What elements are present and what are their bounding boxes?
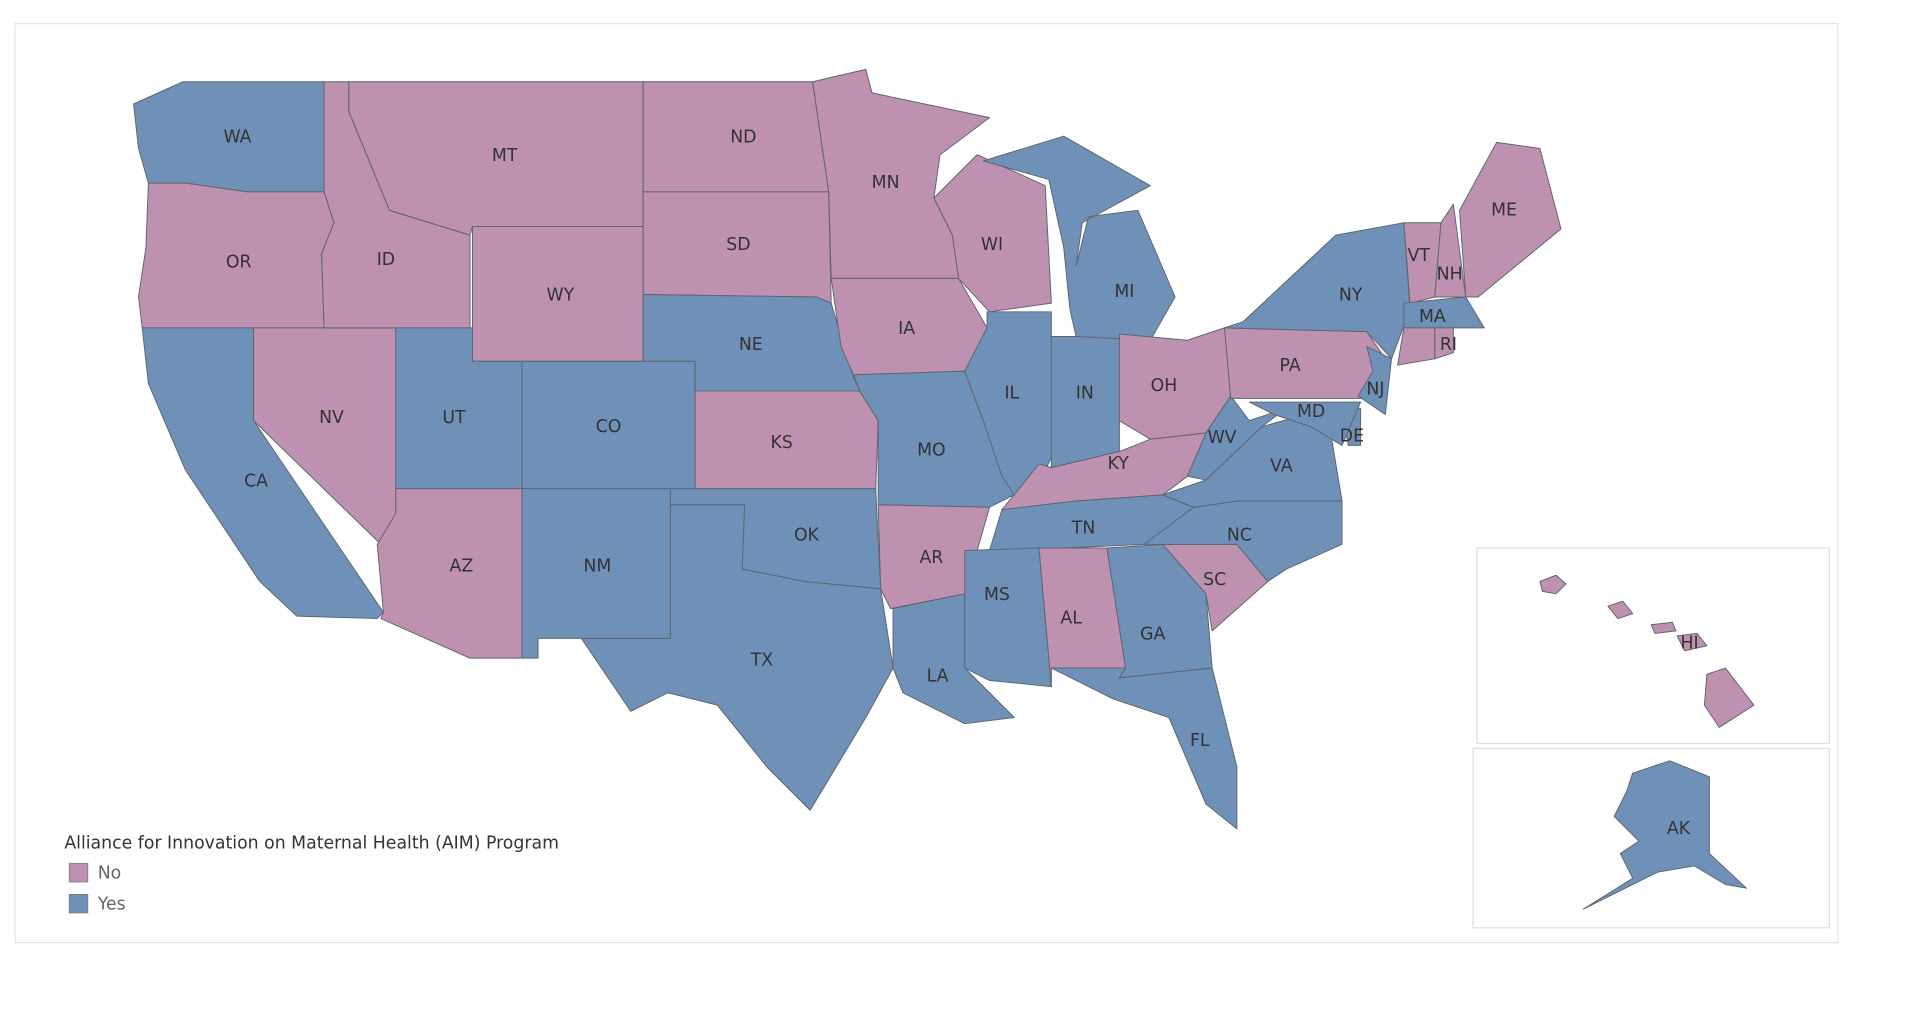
hawaii-inset xyxy=(1476,547,1830,745)
state-label: ME xyxy=(1491,200,1517,220)
legend-swatch[interactable] xyxy=(68,863,89,883)
state-label: CO xyxy=(596,417,622,437)
state-label: NY xyxy=(1339,286,1363,306)
state[interactable] xyxy=(580,504,894,811)
state-label: VA xyxy=(1270,456,1293,476)
state-label: NC xyxy=(1227,526,1252,546)
state-label: NH xyxy=(1437,265,1463,285)
state-label: MA xyxy=(1419,307,1446,327)
state[interactable] xyxy=(1224,222,1411,360)
state-label: MD xyxy=(1297,402,1325,422)
state-labels: WA OR CA NV ID MT WY UT AZ CO NM ND SD NE KS OK TX MN IA MO… xyxy=(223,127,1698,838)
state-label: PA xyxy=(1280,356,1301,376)
state-label: NJ xyxy=(1366,380,1384,400)
state-label: NM xyxy=(583,557,611,577)
state[interactable] xyxy=(1357,345,1392,415)
state-label: KY xyxy=(1108,454,1130,474)
state[interactable] xyxy=(1650,621,1677,634)
state-label: KS xyxy=(771,433,793,453)
legend-label[interactable]: No xyxy=(98,863,122,883)
state-label: WA xyxy=(223,127,251,147)
state-label: MT xyxy=(492,146,518,166)
state[interactable] xyxy=(694,390,879,490)
state[interactable] xyxy=(1676,632,1708,652)
state-label: WV xyxy=(1208,428,1237,448)
legend: No Yes xyxy=(68,863,126,914)
legend-title: Alliance for Innovation on Maternal Heal… xyxy=(64,834,559,854)
state-label: ID xyxy=(377,250,395,270)
state[interactable] xyxy=(982,135,1176,341)
state[interactable] xyxy=(1539,574,1567,595)
state-label: LA xyxy=(927,667,949,687)
state-label: AZ xyxy=(450,557,474,577)
state-label: ND xyxy=(730,127,756,147)
state-label: RI xyxy=(1440,335,1457,355)
state-label: AR xyxy=(919,548,943,568)
state[interactable] xyxy=(1703,667,1755,728)
state-label: IN xyxy=(1076,383,1094,403)
state[interactable] xyxy=(1434,327,1454,360)
state-label: OR xyxy=(226,252,252,272)
state-label: UT xyxy=(442,408,466,428)
state-label: HI xyxy=(1681,633,1699,653)
state-label: SC xyxy=(1203,570,1226,590)
state-label: NV xyxy=(319,408,344,428)
state-label: MI xyxy=(1114,282,1134,302)
state[interactable] xyxy=(1607,600,1634,620)
state-label: FL xyxy=(1190,731,1210,751)
state[interactable] xyxy=(1050,667,1238,830)
state-label: SD xyxy=(726,235,750,255)
state-label: MN xyxy=(872,173,900,193)
state[interactable] xyxy=(1248,401,1362,446)
state-label: MS xyxy=(984,585,1010,605)
state[interactable] xyxy=(1186,395,1287,481)
state-label: OK xyxy=(794,526,820,546)
state[interactable] xyxy=(1224,327,1386,399)
legend-label[interactable]: Yes xyxy=(97,894,126,914)
state-label: TN xyxy=(1071,518,1096,538)
state-label: GA xyxy=(1140,625,1165,645)
state-label: NE xyxy=(739,335,763,355)
state-label: OH xyxy=(1151,376,1178,396)
state-label: TX xyxy=(750,651,774,671)
state[interactable] xyxy=(964,547,1052,688)
state-label: AL xyxy=(1060,609,1082,629)
state-label: WY xyxy=(546,286,574,306)
state-label: MO xyxy=(917,440,946,460)
state-label: AK xyxy=(1667,819,1691,839)
state[interactable] xyxy=(1397,327,1436,366)
state-label: VT xyxy=(1408,246,1431,266)
state-label: IL xyxy=(1004,383,1019,403)
state[interactable] xyxy=(1582,760,1747,910)
state-label: WI xyxy=(981,235,1003,255)
state-label: DE xyxy=(1340,427,1364,447)
state-label: CA xyxy=(244,471,268,491)
states xyxy=(133,68,1755,910)
legend-swatch[interactable] xyxy=(68,894,89,914)
state-label: IA xyxy=(898,319,915,339)
